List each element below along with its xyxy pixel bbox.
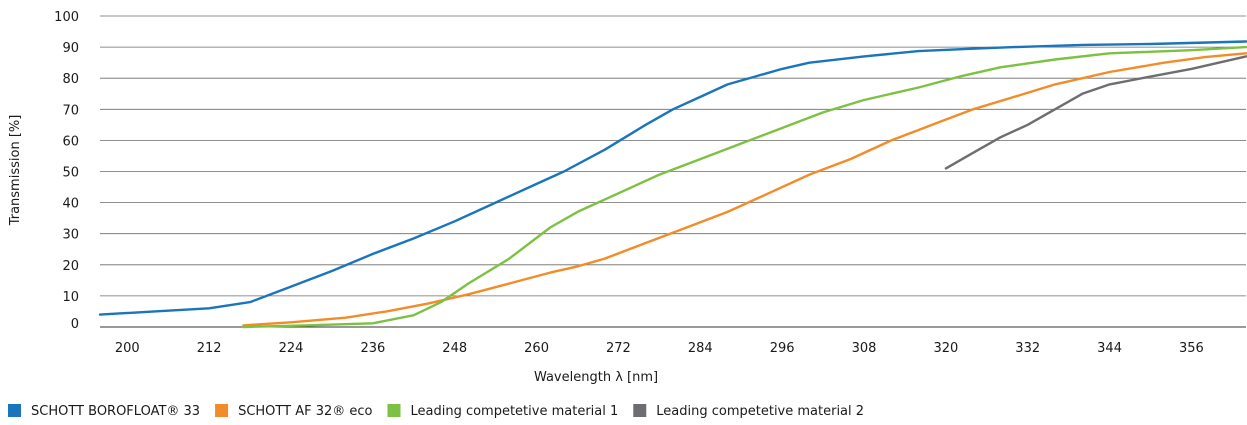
x-axis-ticks: 200 212 224 236 248 260 272 284 296 308 320 332 344 3… xyxy=(115,341,1204,356)
x-tick-label: 296 xyxy=(770,341,795,356)
legend-label: SCHOTT BOROFLOAT® 33 xyxy=(31,404,200,419)
legend-swatch xyxy=(387,404,401,417)
x-tick-label: 200 xyxy=(115,341,140,356)
grid-lines xyxy=(100,15,1246,297)
x-tick-label: 272 xyxy=(606,341,631,356)
y-tick-label: 70 xyxy=(62,103,79,118)
y-tick-label: 90 xyxy=(62,41,79,56)
series-line-2 xyxy=(242,52,1247,327)
x-tick-label: 260 xyxy=(524,341,549,356)
y-tick-label: 50 xyxy=(62,166,79,181)
x-tick-label: 248 xyxy=(442,341,467,356)
legend-label: SCHOTT AF 32® eco xyxy=(238,404,372,419)
x-tick-label: 308 xyxy=(852,341,877,356)
legend-swatch xyxy=(215,404,229,417)
y-tick-label: 0 xyxy=(71,317,79,332)
x-tick-label: 284 xyxy=(688,341,713,356)
y-tick-label: 60 xyxy=(62,134,79,149)
y-tick-label: 100 xyxy=(54,10,79,25)
legend-swatch xyxy=(633,404,647,417)
y-tick-label: 40 xyxy=(62,197,79,212)
x-tick-label: 332 xyxy=(1015,341,1040,356)
x-axis-label: Wavelength λ [nm] xyxy=(534,370,658,385)
legend-label: Leading competetive material 2 xyxy=(656,404,864,419)
series-lines xyxy=(98,40,1247,329)
y-tick-label: 30 xyxy=(62,228,79,243)
legend-label: Leading competetive material 1 xyxy=(410,404,618,419)
legend: SCHOTT BOROFLOAT® 33 SCHOTT AF 32® eco Lea… xyxy=(8,404,864,419)
x-tick-label: 356 xyxy=(1179,341,1204,356)
x-tick-label: 344 xyxy=(1097,341,1122,356)
series-line-1 xyxy=(98,40,1247,316)
legend-swatch xyxy=(8,404,21,417)
x-tick-label: 236 xyxy=(360,341,385,356)
series-line-3 xyxy=(242,45,1247,329)
series-line-4 xyxy=(944,55,1247,170)
y-tick-label: 20 xyxy=(62,259,79,274)
x-tick-label: 224 xyxy=(279,341,304,356)
y-tick-label: 10 xyxy=(62,290,79,305)
y-axis-label: Transmission [%] xyxy=(8,115,23,227)
x-tick-label: 320 xyxy=(933,341,958,356)
x-tick-label: 212 xyxy=(197,341,222,356)
y-tick-label: 80 xyxy=(62,72,79,87)
y-axis-ticks: 0 10 20 30 40 50 60 70 80 90 100 xyxy=(54,10,79,332)
